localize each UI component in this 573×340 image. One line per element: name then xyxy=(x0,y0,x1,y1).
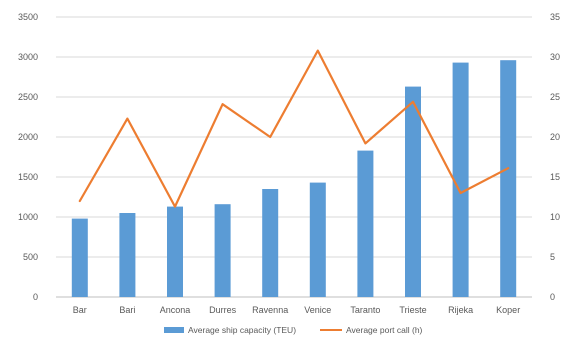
category-label: Durres xyxy=(209,305,237,315)
category-label: Ravenna xyxy=(252,305,288,315)
bar-ancona xyxy=(167,206,183,297)
legend-line-label: Average port call (h) xyxy=(346,325,423,335)
bar-durres xyxy=(214,204,231,297)
category-label: Bar xyxy=(73,305,87,315)
bar-taranto xyxy=(357,150,374,297)
legend: Average ship capacity (TEU) Average port… xyxy=(164,325,423,335)
category-label: Bari xyxy=(119,305,135,315)
left-tick-label: 1500 xyxy=(18,172,38,182)
bar-venice xyxy=(309,182,326,297)
right-tick-label: 10 xyxy=(550,212,560,222)
bar-ravenna xyxy=(262,189,279,297)
right-tick-label: 20 xyxy=(550,132,560,142)
left-tick-label: 2500 xyxy=(18,92,38,102)
bar-trieste xyxy=(405,86,421,297)
port-call-line xyxy=(78,49,510,208)
right-tick-label: 5 xyxy=(550,252,555,262)
bar-koper xyxy=(500,60,517,298)
category-label: Venice xyxy=(304,305,331,315)
category-label: Ancona xyxy=(160,305,191,315)
left-tick-label: 500 xyxy=(23,252,38,262)
right-tick-label: 30 xyxy=(550,52,560,62)
left-tick-label: 3000 xyxy=(18,52,38,62)
right-axis-ticks: 0 5 10 15 20 25 30 35 xyxy=(550,12,560,302)
right-tick-label: 25 xyxy=(550,92,560,102)
left-tick-label: 2000 xyxy=(18,132,38,142)
category-label: Rijeka xyxy=(448,305,473,315)
right-tick-label: 0 xyxy=(550,292,555,302)
bar-bari xyxy=(119,213,136,297)
category-labels: Bar Bari Ancona Durres Ravenna Venice Taranto T… xyxy=(73,305,520,315)
bar-bar xyxy=(71,218,88,297)
left-axis-ticks: 0 500 1000 1500 2000 2500 3000 3500 xyxy=(18,12,38,302)
right-tick-label: 35 xyxy=(550,12,560,22)
category-label: Trieste xyxy=(399,305,426,315)
legend-bar-label: Average ship capacity (TEU) xyxy=(188,325,296,335)
left-tick-label: 1000 xyxy=(18,212,38,222)
bar-rijeka xyxy=(452,62,469,297)
bar-series xyxy=(71,60,517,298)
right-tick-label: 15 xyxy=(550,172,560,182)
left-tick-label: 3500 xyxy=(18,12,38,22)
category-label: Taranto xyxy=(350,305,380,315)
legend-bar-swatch xyxy=(164,327,184,333)
left-tick-label: 0 xyxy=(33,292,38,302)
category-label: Koper xyxy=(496,305,520,315)
line-series xyxy=(78,49,510,208)
